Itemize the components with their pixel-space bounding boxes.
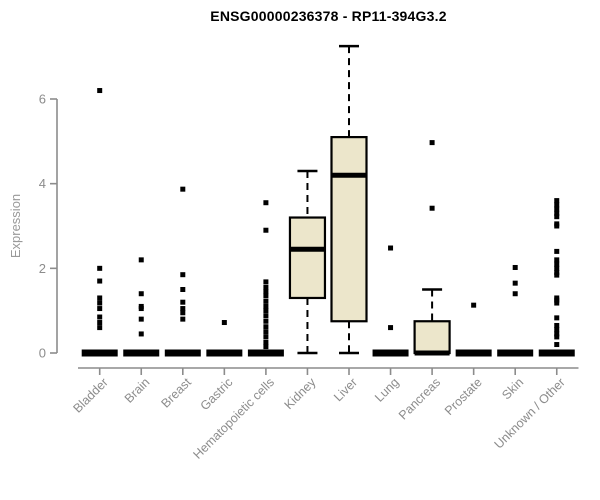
outlier-point-hematopoietic-cells (263, 308, 269, 314)
outlier-point-breast (180, 299, 186, 305)
x-tick-label-bladder: Bladder (70, 375, 110, 415)
outlier-point-unknown-other (554, 334, 560, 340)
outlier-point-unknown-other (554, 300, 560, 306)
outlier-point-unknown-other (554, 261, 560, 267)
outlier-point-unknown-other (554, 265, 560, 271)
x-tick-label-pancreas: Pancreas (396, 375, 443, 422)
outlier-point-bladder (97, 306, 103, 312)
collapsed-box-unknown-other (538, 349, 575, 357)
y-axis-label: Expression (8, 193, 23, 259)
outlier-point-unknown-other (554, 248, 560, 254)
outlier-point-hematopoietic-cells (263, 313, 269, 319)
x-tick-label-kidney: Kidney (282, 375, 319, 412)
collapsed-box-skin (497, 349, 534, 357)
outlier-point-breast (180, 316, 186, 322)
outlier-point-hematopoietic-cells (263, 298, 269, 304)
box-pancreas (413, 320, 451, 355)
outlier-point-hematopoietic-cells (263, 279, 269, 285)
outlier-point-skin (512, 291, 518, 297)
outlier-point-breast (180, 186, 186, 192)
outlier-point-breast (180, 306, 186, 312)
outlier-point-brain (138, 306, 144, 312)
x-tick-label-gastric: Gastric (198, 375, 236, 413)
outlier-point-brain (138, 291, 144, 297)
chart-title: ENSG00000236378 - RP11-394G3.2 (210, 8, 447, 24)
outlier-point-breast (180, 287, 186, 293)
outlier-point-hematopoietic-cells (263, 293, 269, 299)
outlier-point-unknown-other (554, 297, 560, 303)
outlier-point-bladder (97, 278, 103, 284)
collapsed-box-breast (164, 349, 201, 357)
outlier-point-bladder (97, 300, 103, 306)
y-tick-label: 6 (39, 92, 46, 107)
x-tick-label-prostate: Prostate (442, 375, 485, 418)
outlier-point-brain (138, 316, 144, 322)
y-tick-label: 2 (39, 261, 46, 276)
outlier-point-hematopoietic-cells (263, 334, 269, 340)
x-tick-label-skin: Skin (499, 375, 526, 402)
outlier-point-unknown-other (554, 202, 560, 208)
outlier-point-unknown-other (554, 331, 560, 337)
outlier-point-unknown-other (554, 198, 560, 204)
x-tick-label-unknown-other: Unknown / Other (492, 375, 568, 451)
box-kidney (288, 216, 327, 300)
outlier-point-gastric (221, 320, 227, 326)
outlier-point-hematopoietic-cells (263, 227, 269, 233)
outlier-point-hematopoietic-cells (263, 339, 269, 345)
outlier-point-skin (512, 264, 518, 270)
outlier-point-pancreas (429, 140, 435, 146)
y-tick-label: 0 (39, 346, 46, 361)
x-tick-label-breast: Breast (158, 375, 194, 411)
x-tick-label-lung: Lung (372, 375, 402, 405)
outlier-point-brain (138, 331, 144, 337)
outlier-point-skin (512, 280, 518, 286)
y-tick-label: 4 (39, 176, 46, 191)
outlier-point-hematopoietic-cells (263, 200, 269, 206)
outlier-point-unknown-other (554, 342, 560, 348)
outlier-point-bladder (97, 320, 103, 326)
collapsed-box-bladder (81, 349, 118, 357)
outlier-point-hematopoietic-cells (263, 318, 269, 324)
collapsed-box-prostate (455, 349, 492, 357)
outlier-point-unknown-other (554, 322, 560, 328)
outlier-point-unknown-other (554, 315, 560, 321)
outlier-point-hematopoietic-cells (263, 344, 269, 350)
outlier-point-hematopoietic-cells (263, 329, 269, 335)
x-tick-label-hematopoietic-cells: Hematopoietic cells (190, 375, 277, 462)
outlier-point-bladder (97, 295, 103, 301)
outlier-point-brain (138, 257, 144, 263)
outlier-point-unknown-other (554, 327, 560, 333)
outlier-point-bladder (97, 314, 103, 320)
outlier-point-unknown-other (554, 206, 560, 212)
box-liver (330, 136, 368, 323)
outlier-point-unknown-other (554, 272, 560, 278)
outlier-point-breast (180, 272, 186, 278)
outlier-point-unknown-other (554, 223, 560, 229)
outlier-point-bladder (97, 325, 103, 331)
outlier-point-hematopoietic-cells (263, 289, 269, 295)
outlier-point-pancreas (429, 205, 435, 211)
outlier-point-unknown-other (554, 270, 560, 276)
outlier-point-hematopoietic-cells (263, 284, 269, 290)
outlier-point-breast (180, 310, 186, 316)
outlier-point-lung (388, 245, 394, 251)
outlier-point-hematopoietic-cells (263, 324, 269, 330)
collapsed-box-hematopoietic-cells (247, 349, 284, 357)
x-tick-label-brain: Brain (122, 375, 153, 406)
collapsed-box-brain (123, 349, 160, 357)
outlier-point-bladder (97, 88, 103, 94)
collapsed-box-gastric (206, 349, 243, 357)
outlier-point-unknown-other (554, 214, 560, 220)
x-tick-label-liver: Liver (331, 375, 360, 404)
outlier-point-unknown-other (554, 210, 560, 216)
outlier-point-bladder (97, 265, 103, 271)
outlier-point-unknown-other (554, 257, 560, 263)
outlier-point-prostate (471, 302, 477, 308)
outlier-point-lung (388, 325, 394, 331)
outlier-point-hematopoietic-cells (263, 303, 269, 309)
collapsed-box-lung (372, 349, 409, 357)
